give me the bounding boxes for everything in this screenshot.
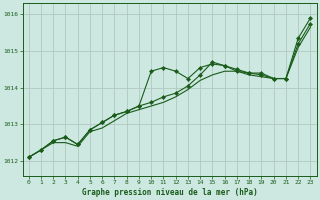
X-axis label: Graphe pression niveau de la mer (hPa): Graphe pression niveau de la mer (hPa) (82, 188, 258, 197)
